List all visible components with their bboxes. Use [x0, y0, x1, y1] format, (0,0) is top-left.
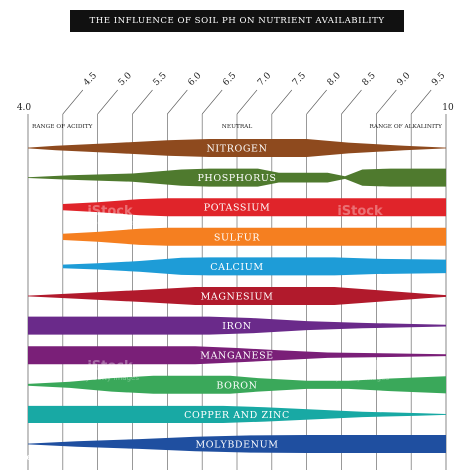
nutrient-band-calcium [62, 257, 447, 276]
watermark-credit: by Getty Images [331, 219, 389, 227]
watermark-brand: iStock [417, 49, 463, 64]
tick-leader [306, 89, 327, 115]
tick-leader [236, 89, 258, 115]
nutrient-band-boron [28, 375, 446, 394]
ph-tick-label: 7.0 [256, 71, 273, 88]
nutrient-band-copper-and-zinc [28, 405, 446, 423]
watermark-credit: by Getty Images [411, 64, 469, 72]
tick-leader [341, 89, 362, 115]
nutrient-label: PHOSPHORUS [197, 173, 276, 184]
watermark-brand: iStock [87, 359, 133, 374]
ph-tick-label: 6.5 [221, 71, 238, 88]
nutrient-band-magnesium [28, 287, 446, 305]
nutrient-band-sulfur [62, 227, 447, 246]
nutrient-label: CALCIUM [210, 262, 263, 273]
nutrient-band-manganese [28, 346, 446, 365]
ph-tick-label: 9.0 [395, 71, 412, 88]
watermark-brand: iStock [337, 204, 383, 219]
ph-tick-label: 8.5 [361, 71, 378, 88]
nutrient-label: COPPER AND ZINC [184, 410, 290, 421]
ph-tick-label: 6.0 [186, 71, 203, 88]
watermark-credit: by Getty Images [331, 374, 389, 382]
tick-leader [97, 89, 118, 115]
axis-end-label-max: 10 [442, 103, 454, 113]
nutrient-label: NITROGEN [207, 144, 268, 155]
nutrient-band-phosphorus [28, 168, 446, 187]
watermark-credit: by Getty Images [1, 64, 59, 72]
nutrient-label: MAGNESIUM [201, 292, 274, 303]
range-label-acidity: RANGE OF ACIDITY [32, 124, 93, 130]
ph-tick-label: 4.5 [82, 71, 99, 88]
tick-leader [62, 89, 84, 115]
axis-end-label-min: 4.0 [17, 103, 32, 113]
watermark-credit: by Getty Images [81, 374, 139, 382]
ph-tick-label: 5.5 [152, 71, 169, 88]
watermark-stock-id: 1204656620 [0, 454, 45, 462]
range-label-alkalinity: RANGE OF ALKALINITY [370, 124, 443, 130]
watermark-brand: iStock [337, 359, 383, 374]
ph-tick-label: 8.0 [326, 71, 343, 88]
watermark-brand: iStock [7, 49, 53, 64]
nutrient-band-molybdenum [28, 435, 446, 453]
watermark-credit: by Getty Images [81, 219, 139, 227]
nutrient-band-iron [28, 316, 446, 335]
tick-leader [167, 89, 188, 115]
ph-tick-label: 5.0 [117, 71, 134, 88]
chart-title: THE INFLUENCE OF SOIL PH ON NUTRIENT AVA… [70, 10, 404, 32]
nutrient-label: MANGANESE [200, 351, 273, 362]
nutrient-label: IRON [222, 321, 251, 332]
nutrient-label: MOLYBDENUM [195, 440, 278, 451]
tick-leader [410, 89, 432, 115]
range-label-neutral: NEUTRAL [222, 124, 253, 130]
nutrient-band-potassium [62, 198, 447, 217]
tick-leader [271, 89, 293, 115]
nutrient-label: BORON [216, 380, 257, 391]
tick-leader [132, 89, 153, 115]
nutrient-label: SULFUR [214, 232, 260, 243]
tick-leader [201, 89, 223, 115]
watermark-brand: iStock [87, 204, 133, 219]
nutrient-label: POTASSIUM [204, 203, 271, 214]
tick-leader [376, 89, 397, 115]
ph-tick-label: 7.5 [291, 71, 308, 88]
ph-tick-label: 9.5 [430, 71, 447, 88]
nutrient-band-nitrogen [28, 139, 446, 157]
